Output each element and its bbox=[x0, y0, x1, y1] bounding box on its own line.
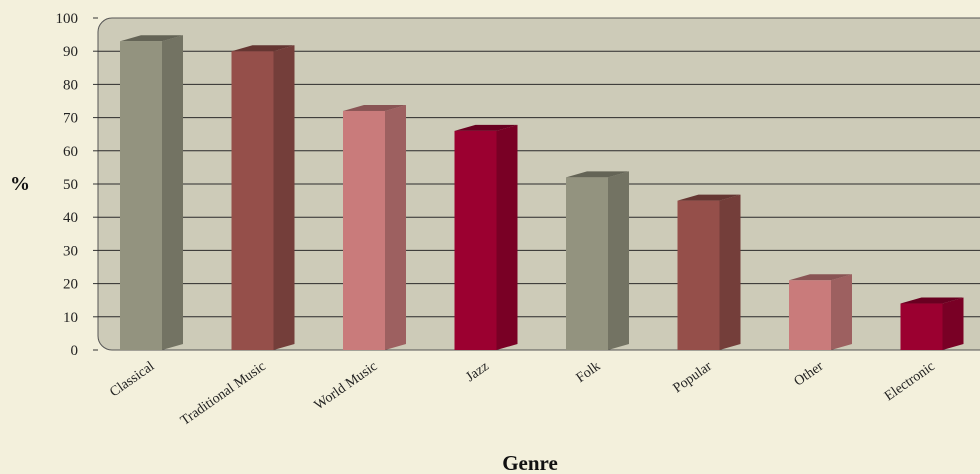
y-tick-label: 80 bbox=[63, 77, 78, 93]
bar-popular bbox=[677, 194, 741, 350]
bar-top bbox=[120, 35, 183, 42]
x-axis-title: Genre bbox=[502, 451, 558, 474]
bars bbox=[120, 35, 964, 351]
x-tick-label: World Music bbox=[312, 359, 381, 413]
y-tick-label: 20 bbox=[63, 277, 78, 293]
x-tick-label: Other bbox=[792, 359, 827, 390]
y-tick-label: 90 bbox=[63, 44, 78, 60]
x-tick-label: Classical bbox=[107, 359, 157, 400]
bar-side bbox=[162, 35, 183, 351]
bar-front bbox=[343, 110, 385, 351]
y-tick-label: 60 bbox=[63, 144, 78, 160]
bar-world-music bbox=[343, 104, 406, 351]
bar-folk bbox=[566, 171, 629, 350]
bar-side bbox=[942, 297, 964, 350]
bar-top bbox=[900, 297, 964, 304]
bar-other bbox=[789, 274, 852, 350]
bar-side bbox=[385, 104, 406, 351]
y-tick-label: 50 bbox=[63, 177, 78, 193]
x-tick-label: Jazz bbox=[463, 359, 491, 385]
bar-front bbox=[789, 280, 831, 350]
y-tick-label: 40 bbox=[63, 210, 78, 226]
bar-side bbox=[608, 171, 629, 350]
x-tick-label: Popular bbox=[671, 359, 716, 396]
x-tick-label: Folk bbox=[574, 359, 604, 386]
y-axis-title: % bbox=[10, 173, 30, 195]
bar-traditional-music bbox=[231, 45, 295, 350]
x-tick-label: Electronic bbox=[882, 359, 938, 404]
bar-electronic bbox=[900, 297, 964, 350]
bar-front bbox=[454, 130, 497, 350]
bar-side bbox=[496, 124, 518, 350]
y-tick-label: 100 bbox=[56, 11, 79, 27]
bar-top bbox=[677, 194, 741, 201]
bar-front bbox=[566, 177, 608, 350]
y-tick-label: 10 bbox=[63, 310, 78, 326]
bar-side bbox=[273, 45, 295, 350]
bar-front bbox=[677, 200, 720, 350]
bar-front bbox=[231, 51, 274, 350]
bar-front bbox=[120, 41, 162, 351]
y-tick-label: 70 bbox=[63, 111, 78, 127]
bar-top bbox=[454, 124, 518, 131]
y-tick-label: 0 bbox=[71, 343, 79, 359]
bar-top bbox=[566, 171, 629, 178]
bar-jazz bbox=[454, 124, 518, 350]
bar-top bbox=[343, 104, 406, 111]
bar-front bbox=[900, 303, 943, 350]
bar-classical bbox=[120, 35, 183, 351]
bar-side bbox=[831, 274, 852, 350]
bar-top bbox=[231, 45, 295, 52]
y-tick-label: 30 bbox=[63, 243, 78, 259]
x-tick-label: Traditional Music bbox=[178, 359, 269, 429]
y-axis-ticks: 0 10 20 30 40 50 60 70 80 90 100 bbox=[56, 11, 98, 359]
x-axis-labels: Classical Traditional Music World Music Jaz… bbox=[107, 359, 938, 429]
bar-side bbox=[719, 194, 741, 350]
bar-top bbox=[789, 274, 852, 281]
